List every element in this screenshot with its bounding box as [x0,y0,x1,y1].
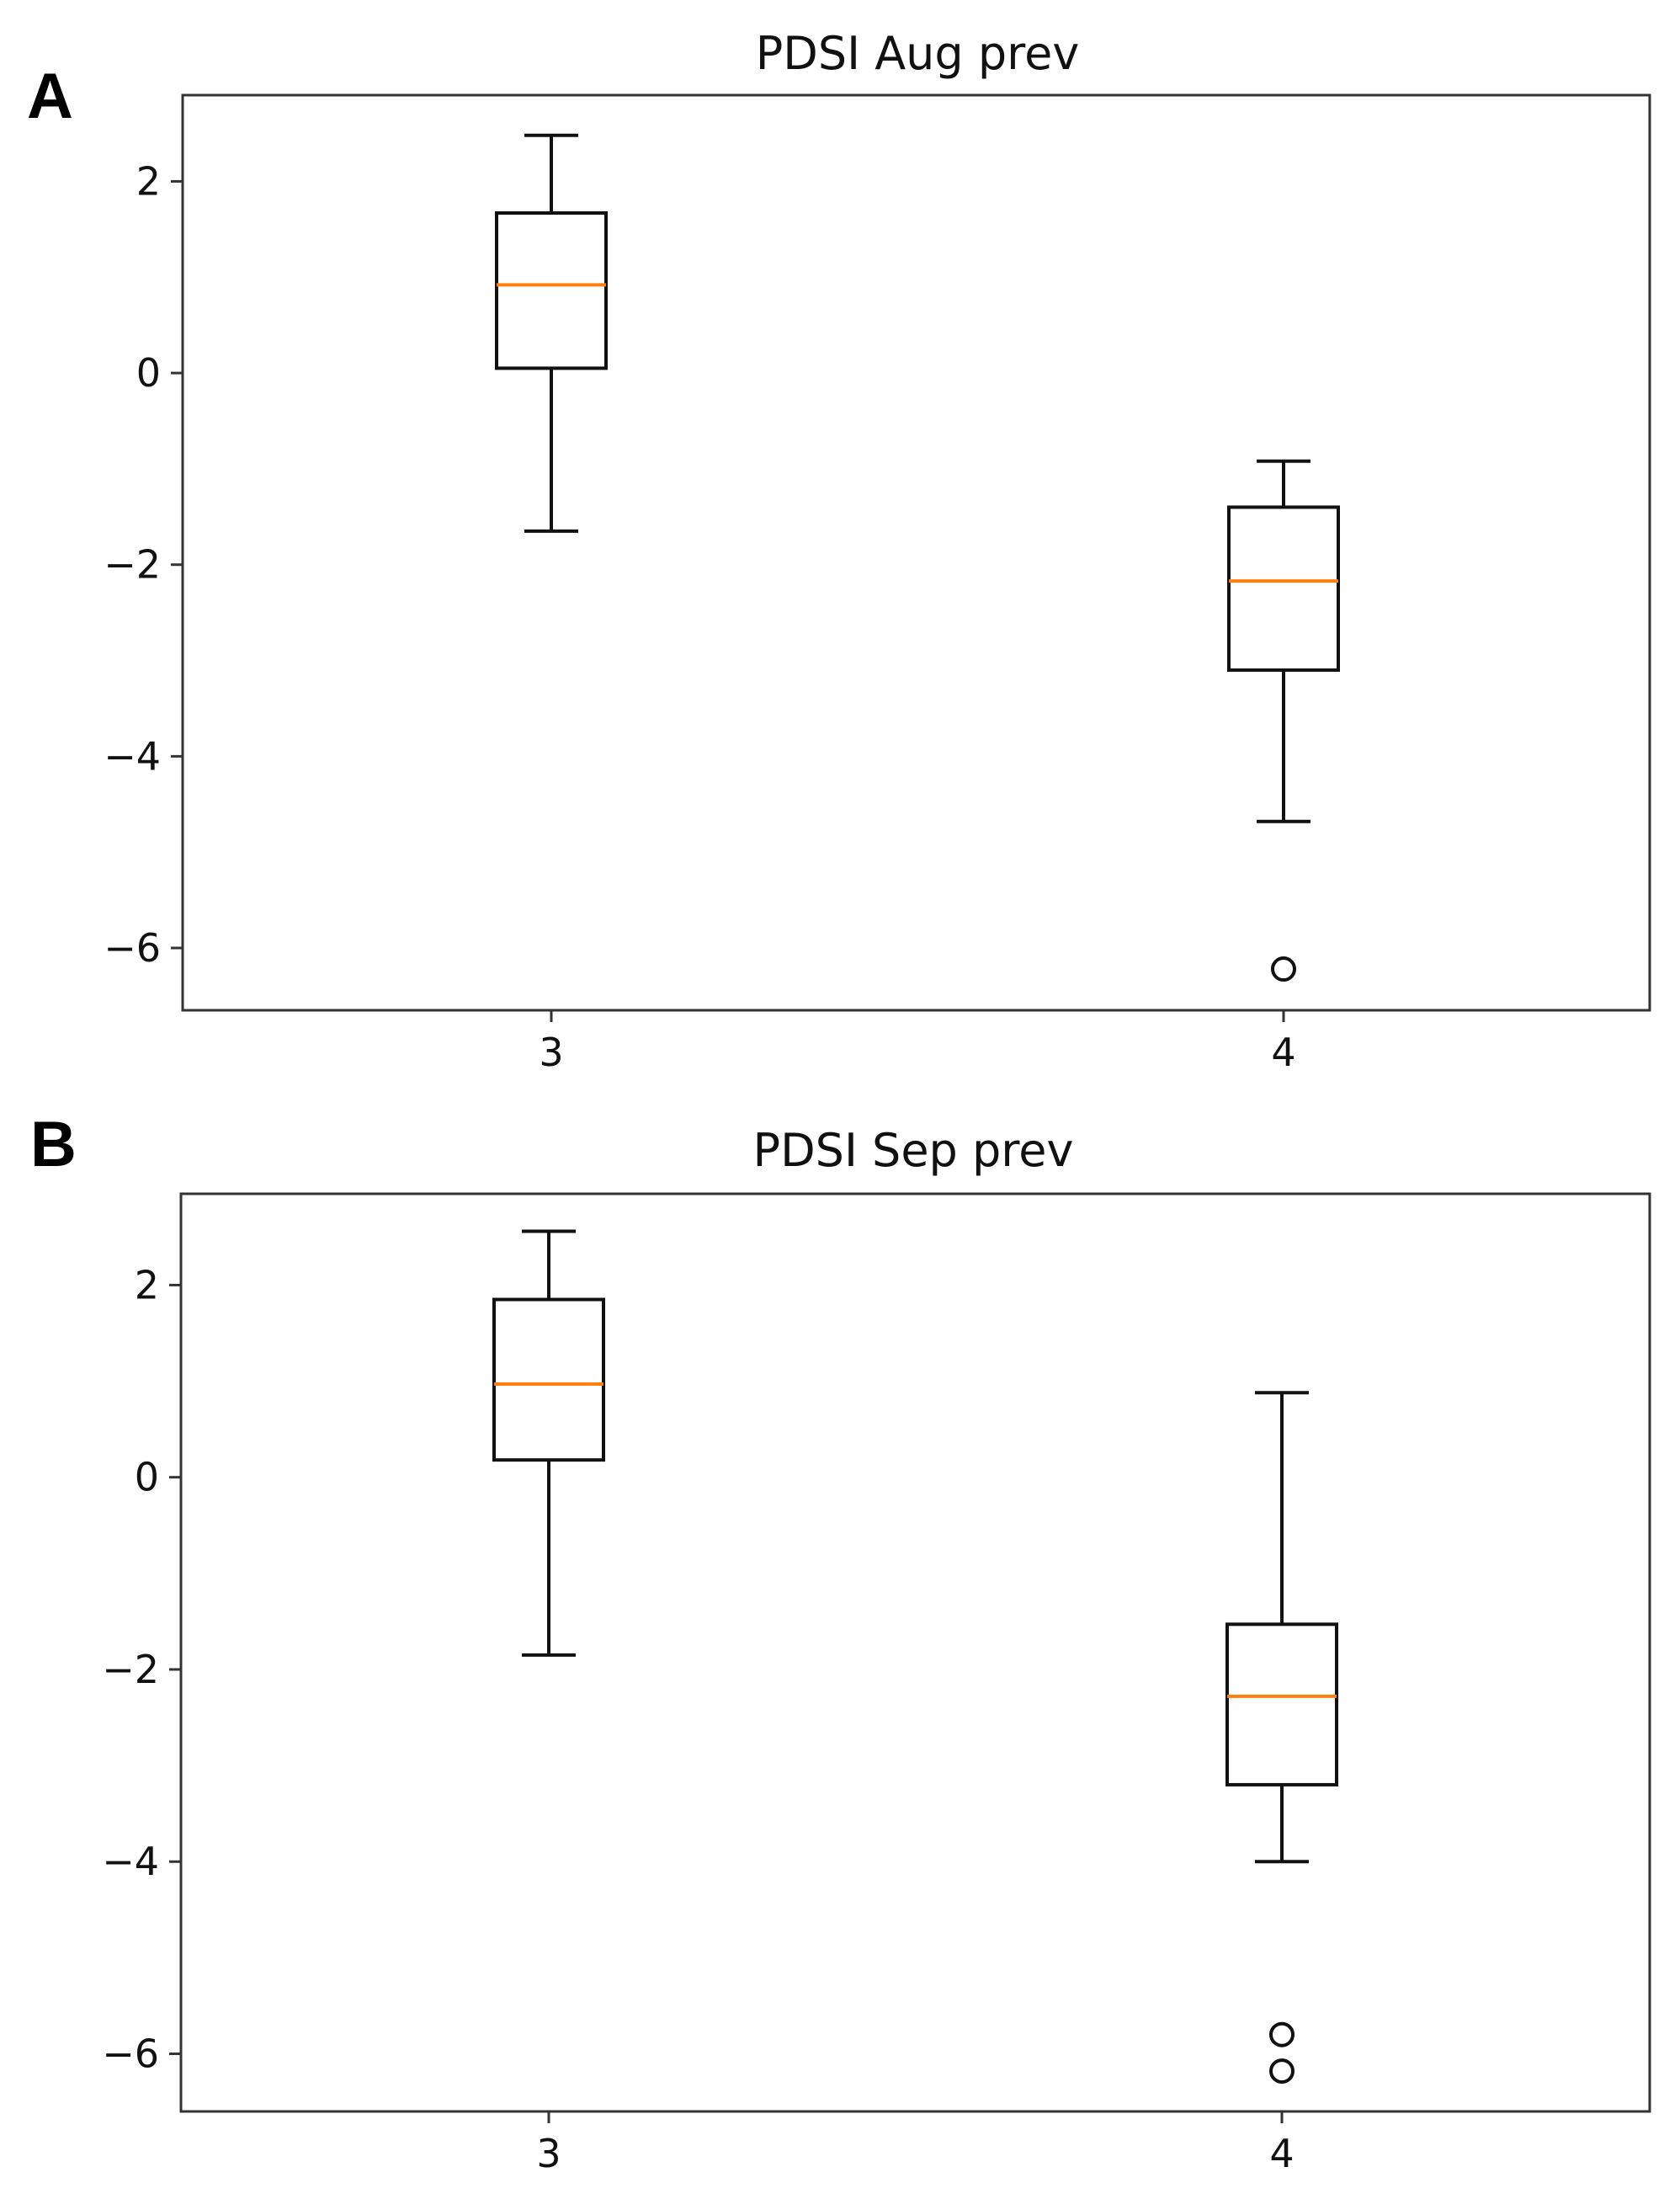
x-tick-label: 3 [539,1030,563,1075]
boxplot-4 [1225,1391,1338,2085]
boxplots-b [492,1229,1338,2085]
boxplot-4 [1227,459,1340,982]
iqr-box [1225,1622,1338,1786]
chart-title-b: PDSI Sep prev [753,1124,1074,1177]
y-tick-label: −6 [102,2031,159,2077]
y-tick-label: −6 [104,925,161,971]
boxplots-a [495,133,1340,982]
outlier-point [1269,2058,1295,2085]
panel-label-b: B [30,1109,77,1180]
iqr-box [1227,505,1340,672]
outlier-point [1271,956,1296,982]
y-tick-label: −4 [102,1839,159,1884]
plot-area-b [179,1192,1651,2113]
y-tick-label: 2 [136,158,161,204]
iqr-box [492,1297,605,1462]
y-axis-a: 2 0 −2 −4 −6 [104,158,183,971]
plot-area-a [181,93,1651,1012]
y-tick-label: −4 [104,733,161,779]
x-tick-label: 3 [536,2131,561,2176]
outlier-point [1269,2021,1295,2047]
y-tick-label: −2 [102,1647,159,1692]
y-tick-label: 0 [136,350,161,396]
boxplot-3 [495,133,608,533]
x-tick-label: 4 [1271,1030,1295,1075]
y-tick-label: 2 [135,1262,159,1307]
panel-label-a: A [27,61,73,132]
boxplot-3 [492,1229,605,1657]
y-tick-label: 0 [135,1455,159,1500]
chart-title-a: PDSI Aug prev [756,27,1080,80]
iqr-box [495,211,608,370]
x-tick-label: 4 [1269,2131,1294,2176]
y-axis-b: 2 0 −2 −4 −6 [102,1262,181,2077]
y-tick-label: −2 [104,542,161,588]
